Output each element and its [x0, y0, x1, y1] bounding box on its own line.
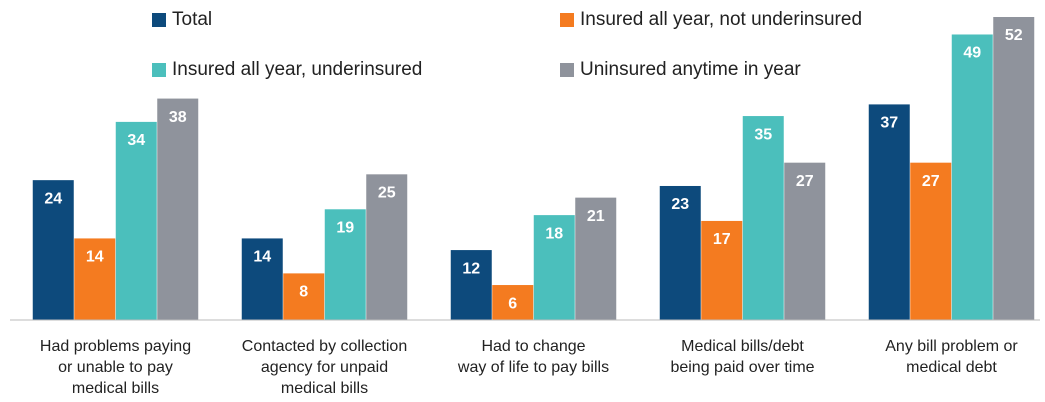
- data-label: 49: [963, 45, 981, 62]
- legend-label: Total: [172, 9, 212, 30]
- data-label: 14: [253, 249, 271, 266]
- data-label: 25: [378, 185, 396, 202]
- bar: [659, 185, 701, 320]
- legend-label: Insured all year, underinsured: [172, 59, 422, 80]
- data-label: 37: [880, 115, 898, 132]
- legend-label: Insured all year, not underinsured: [580, 9, 862, 30]
- bar: [742, 116, 784, 320]
- data-label: 14: [86, 249, 104, 266]
- bar: [868, 104, 910, 321]
- bar: [575, 197, 617, 320]
- data-label: 6: [508, 295, 517, 312]
- legend-swatch: [560, 13, 574, 27]
- data-label: 38: [169, 109, 187, 126]
- x-tick-label: Had to change way of life to pay bills: [457, 338, 610, 376]
- bar: [450, 250, 492, 320]
- bar: [157, 98, 199, 320]
- legend-swatch: [152, 63, 166, 77]
- bar: [910, 162, 952, 320]
- x-tick-label: Any bill problem or medical debt: [885, 338, 1018, 376]
- data-label: 27: [796, 173, 814, 190]
- bar: [324, 209, 366, 320]
- bar: [115, 121, 157, 320]
- bar: [951, 34, 993, 320]
- legend-label: Uninsured anytime in year: [580, 59, 801, 80]
- data-label: 23: [671, 196, 689, 213]
- legend-swatch: [560, 63, 574, 77]
- bar: [74, 238, 116, 320]
- data-label: 35: [754, 126, 772, 143]
- data-label: 17: [713, 231, 731, 248]
- bar: [784, 162, 826, 320]
- bar: [701, 220, 743, 320]
- data-label: 12: [462, 260, 480, 277]
- data-label: 8: [299, 284, 308, 301]
- data-label: 27: [922, 173, 940, 190]
- bar: [366, 174, 408, 320]
- bar: [993, 17, 1035, 320]
- data-label: 21: [587, 208, 605, 225]
- data-label: 52: [1005, 27, 1023, 44]
- data-label: 34: [127, 132, 145, 149]
- x-tick-label: Had problems paying or unable to pay med…: [39, 338, 192, 397]
- data-label: 18: [545, 225, 563, 242]
- data-label: 19: [336, 220, 354, 237]
- x-tick-label: Medical bills/debt being paid over time: [670, 338, 815, 376]
- bar: [492, 285, 534, 320]
- bar: [283, 273, 325, 320]
- bar: [241, 238, 283, 320]
- bar: [32, 180, 74, 320]
- legend-swatch: [152, 13, 166, 27]
- data-label: 24: [44, 190, 62, 207]
- x-tick-label: Contacted by collection agency for unpai…: [241, 338, 408, 397]
- bar: [533, 215, 575, 320]
